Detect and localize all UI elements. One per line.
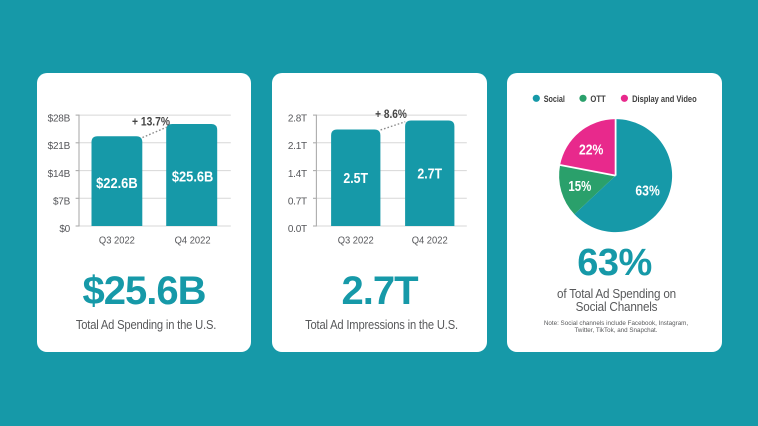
svg-text:2.8T: 2.8T bbox=[288, 113, 307, 124]
svg-text:2.1T: 2.1T bbox=[288, 141, 307, 152]
svg-text:+ 13.7%: + 13.7% bbox=[132, 116, 170, 128]
svg-text:Q3 2022: Q3 2022 bbox=[338, 234, 374, 246]
svg-text:Q4 2022: Q4 2022 bbox=[412, 234, 448, 246]
svg-text:2.7T: 2.7T bbox=[417, 165, 442, 182]
svg-text:OTT: OTT bbox=[590, 94, 605, 105]
svg-text:$0: $0 bbox=[59, 224, 70, 235]
svg-text:22%: 22% bbox=[579, 142, 603, 158]
svg-text:$25.6B: $25.6B bbox=[172, 169, 214, 186]
svg-text:Display and Video: Display and Video bbox=[632, 94, 697, 105]
svg-text:63%: 63% bbox=[635, 184, 659, 200]
svg-text:1.4T: 1.4T bbox=[288, 169, 307, 180]
svg-text:$22.6B: $22.6B bbox=[96, 175, 138, 192]
svg-text:$14B: $14B bbox=[48, 169, 71, 180]
svg-text:2.5T: 2.5T bbox=[343, 170, 368, 187]
svg-text:0.7T: 0.7T bbox=[288, 197, 307, 208]
svg-text:+ 8.6%: + 8.6% bbox=[375, 109, 407, 121]
svg-text:Social: Social bbox=[544, 94, 565, 105]
svg-text:0.0T: 0.0T bbox=[288, 224, 307, 235]
svg-text:$7B: $7B bbox=[53, 197, 71, 208]
svg-text:15%: 15% bbox=[568, 179, 591, 195]
svg-text:$28B: $28B bbox=[48, 113, 71, 124]
svg-text:Q4 2022: Q4 2022 bbox=[175, 234, 211, 246]
svg-text:Q3 2022: Q3 2022 bbox=[99, 234, 135, 246]
svg-text:$21B: $21B bbox=[48, 141, 71, 152]
